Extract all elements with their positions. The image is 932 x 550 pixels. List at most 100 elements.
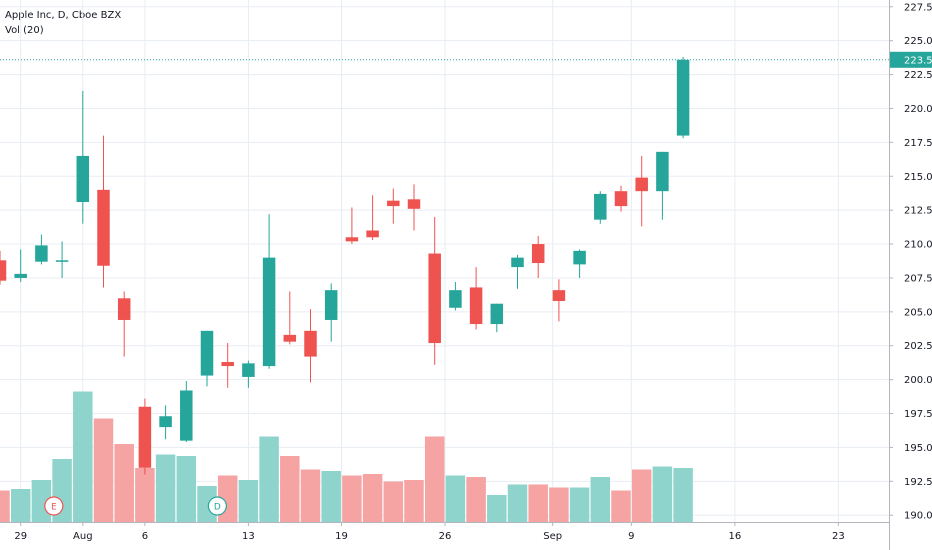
candle-body — [200, 330, 214, 376]
volume-bar — [259, 436, 279, 522]
y-tick-label: 210.00 — [904, 240, 932, 251]
x-tick-label: 19 — [335, 531, 348, 542]
candle-body — [345, 237, 359, 242]
chart-grid — [0, 0, 889, 522]
earnings-marker-label: E — [51, 503, 57, 513]
price-axis[interactable]: 190.00 192.50 195.00 197.50 200.00 202.50 205.… — [889, 0, 932, 550]
candle-body — [635, 177, 648, 192]
candle-body — [531, 244, 545, 264]
volume-bar — [404, 480, 424, 522]
candle-body — [490, 303, 504, 325]
candle-body — [55, 260, 69, 262]
volume-bar — [176, 456, 197, 522]
candle-body — [304, 330, 317, 357]
volume-bar — [362, 474, 383, 522]
volume-bar — [611, 490, 631, 522]
candle-body — [573, 250, 586, 265]
candle-body — [614, 191, 628, 207]
candle-body — [242, 363, 255, 377]
volume-bar — [424, 436, 445, 522]
volume-bar — [321, 471, 341, 522]
candle-body — [428, 253, 441, 344]
volume-bar — [569, 487, 590, 522]
volume-bar — [93, 418, 114, 522]
volume-bar — [280, 456, 300, 522]
y-tick-label: 207.50 — [904, 273, 932, 284]
x-tick-label: 23 — [832, 531, 845, 542]
volume-bar — [238, 480, 259, 522]
dividend-marker-circle — [207, 496, 227, 516]
dividend-marker-label: D — [214, 503, 221, 513]
y-tick-label: 220.00 — [904, 104, 932, 115]
y-tick-label: 200.00 — [904, 375, 932, 386]
x-tick-label: 13 — [242, 531, 255, 542]
x-tick-label: 9 — [628, 531, 634, 542]
earnings-marker-circle — [44, 496, 64, 516]
chart-legend: Apple Inc, D, Cboe BZX Vol (20) — [5, 8, 121, 38]
volume-bar — [652, 466, 673, 522]
volume-bar — [528, 484, 548, 522]
y-tick-label: 202.50 — [904, 341, 932, 352]
candlestick-series — [0, 56, 690, 475]
volume-bar — [631, 469, 652, 522]
x-tick-label: 29 — [14, 531, 27, 542]
volume-bar — [507, 484, 528, 522]
candle-body — [138, 406, 152, 468]
volume-bar — [342, 475, 362, 522]
candle-body — [366, 230, 379, 238]
candle-body — [0, 260, 7, 281]
y-tick-label: 205.00 — [904, 307, 932, 318]
volume-bar — [300, 469, 321, 522]
candle-body — [117, 298, 131, 320]
candle-body — [407, 199, 421, 209]
y-tick-label: 195.00 — [904, 443, 932, 454]
x-tick-label: 26 — [439, 531, 452, 542]
candle-body — [159, 416, 172, 428]
dividend-marker[interactable]: D — [207, 496, 227, 516]
last-price-tag — [890, 51, 932, 68]
x-tick-label: Aug — [73, 531, 93, 542]
candle-body — [283, 334, 297, 342]
candle-body — [14, 273, 27, 278]
candle-body — [552, 290, 566, 301]
y-tick-label: 217.50 — [904, 138, 932, 149]
candle-body — [449, 290, 462, 308]
volume-bar — [73, 391, 93, 522]
y-tick-label: 197.50 — [904, 409, 932, 420]
earnings-marker[interactable]: E — [44, 496, 64, 516]
y-tick-label: 192.50 — [904, 477, 932, 488]
volume-bar — [673, 468, 693, 522]
volume-series — [0, 391, 693, 522]
volume-bar — [114, 444, 134, 522]
candle-body — [221, 362, 234, 367]
volume-bar — [549, 487, 569, 522]
y-tick-label: 225.00 — [904, 36, 932, 47]
candle-body — [469, 287, 483, 325]
volume-bar — [135, 468, 155, 522]
candle-body — [324, 290, 338, 320]
x-tick-label: Sep — [543, 531, 562, 542]
candle-body — [97, 189, 110, 266]
volume-indicator-label: Vol (20) — [5, 25, 44, 36]
y-tick-label: 190.00 — [904, 511, 932, 522]
candle-body — [511, 257, 524, 268]
volume-bar — [466, 477, 486, 522]
volume-bar — [445, 475, 466, 522]
candle-body — [594, 193, 607, 220]
candle-body — [676, 59, 690, 136]
y-tick-label: 227.50 — [904, 2, 932, 13]
x-tick-label: 16 — [728, 531, 741, 542]
y-tick-label: 215.00 — [904, 172, 932, 183]
y-tick-label: 222.50 — [904, 70, 932, 81]
last-price-label: 223.59 — [904, 55, 932, 66]
volume-bar — [487, 495, 507, 522]
volume-bar — [0, 490, 10, 522]
y-tick-label: 212.50 — [904, 206, 932, 217]
time-axis[interactable]: 29 Aug 6 13 19 26 Sep 9 16 23 — [0, 522, 889, 542]
volume-bar — [383, 481, 404, 522]
volume-bar — [155, 454, 176, 522]
volume-bar — [10, 489, 31, 522]
candle-body — [35, 245, 48, 262]
